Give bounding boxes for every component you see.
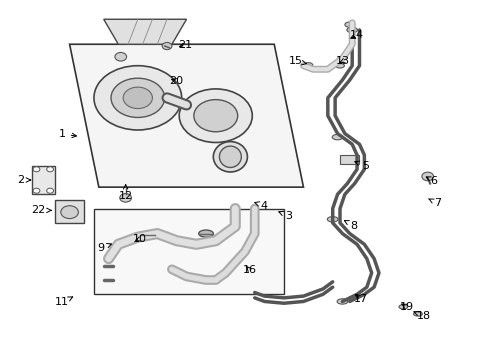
Text: 20: 20 <box>169 76 183 86</box>
Ellipse shape <box>327 217 338 222</box>
Polygon shape <box>104 19 187 44</box>
Text: 8: 8 <box>344 221 358 231</box>
Ellipse shape <box>345 22 355 27</box>
Polygon shape <box>94 208 284 294</box>
Text: 18: 18 <box>414 311 431 321</box>
Text: 21: 21 <box>178 40 193 50</box>
Text: 10: 10 <box>133 234 147 244</box>
Circle shape <box>194 100 238 132</box>
Ellipse shape <box>304 63 313 67</box>
Text: 2: 2 <box>17 175 30 185</box>
Text: 6: 6 <box>426 176 438 186</box>
Text: 19: 19 <box>400 302 414 312</box>
Ellipse shape <box>414 312 422 316</box>
Text: 5: 5 <box>355 161 369 171</box>
Ellipse shape <box>399 305 408 309</box>
Circle shape <box>94 66 182 130</box>
Ellipse shape <box>140 232 155 239</box>
Polygon shape <box>31 166 55 194</box>
Circle shape <box>115 53 126 61</box>
Text: 22: 22 <box>31 205 51 215</box>
Circle shape <box>33 167 40 172</box>
Ellipse shape <box>347 27 358 33</box>
Circle shape <box>111 78 165 117</box>
Circle shape <box>422 172 434 181</box>
Text: 3: 3 <box>279 211 293 221</box>
Ellipse shape <box>199 230 213 237</box>
Circle shape <box>162 42 172 50</box>
Text: 14: 14 <box>350 30 364 40</box>
Text: 13: 13 <box>336 57 349 66</box>
Text: 1: 1 <box>59 129 76 139</box>
Circle shape <box>47 167 53 172</box>
Text: 11: 11 <box>55 297 73 307</box>
Ellipse shape <box>213 141 247 172</box>
Circle shape <box>120 194 131 202</box>
Bar <box>340 155 360 164</box>
Polygon shape <box>70 44 303 187</box>
Circle shape <box>179 89 252 143</box>
Ellipse shape <box>220 146 242 167</box>
Text: 16: 16 <box>243 265 257 275</box>
Text: 4: 4 <box>255 201 268 211</box>
Ellipse shape <box>336 63 344 68</box>
Text: 7: 7 <box>429 198 441 208</box>
Circle shape <box>33 188 40 193</box>
Ellipse shape <box>337 299 348 304</box>
Text: 9: 9 <box>98 243 111 253</box>
Ellipse shape <box>332 134 343 140</box>
Circle shape <box>47 188 53 193</box>
Text: 15: 15 <box>289 57 306 66</box>
Text: 12: 12 <box>119 185 133 201</box>
Polygon shape <box>55 200 84 223</box>
Text: 17: 17 <box>354 294 368 303</box>
Circle shape <box>123 87 152 109</box>
Circle shape <box>61 206 78 219</box>
